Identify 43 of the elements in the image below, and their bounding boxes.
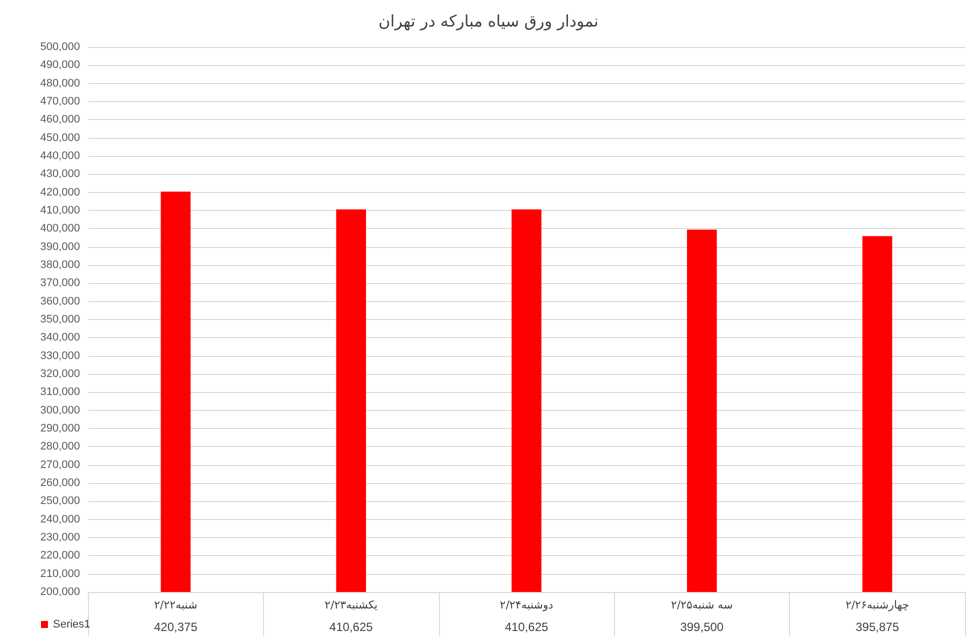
y-tick-label: 230,000 — [40, 532, 80, 544]
x-tick-label: سه شنبه۲/۲۵ — [670, 598, 733, 612]
legend-label: Series1 — [53, 618, 90, 630]
y-tick-label: 220,000 — [40, 550, 80, 562]
y-tick-label: 460,000 — [40, 114, 80, 126]
y-tick-label: 250,000 — [40, 495, 80, 508]
y-tick-label: 490,000 — [40, 59, 80, 72]
y-tick-label: 500,000 — [40, 41, 80, 53]
y-tick-label: 410,000 — [40, 204, 80, 216]
y-tick-label: 200,000 — [40, 586, 80, 598]
y-tick-label: 470,000 — [40, 96, 80, 108]
y-tick-label: 300,000 — [40, 404, 80, 416]
y-tick-label: 320,000 — [40, 368, 80, 380]
y-tick-label: 400,000 — [40, 222, 80, 235]
y-tick-label: 290,000 — [40, 422, 80, 434]
y-tick-label: 390,000 — [40, 240, 80, 253]
y-tick-label: 210,000 — [40, 568, 80, 580]
y-tick-label: 340,000 — [40, 332, 80, 344]
x-tick-label: شنبه۲/۲۲ — [154, 598, 198, 612]
data-label: 399,500 — [680, 620, 724, 634]
x-tick-label: یکشنبه۲/۲۳ — [324, 598, 378, 612]
y-tick-label: 480,000 — [40, 77, 80, 90]
data-label: 420,375 — [154, 620, 198, 634]
y-tick-label: 360,000 — [40, 295, 80, 308]
y-tick-label: 260,000 — [40, 477, 80, 489]
data-label: 410,625 — [504, 620, 549, 634]
y-tick-label: 280,000 — [40, 440, 80, 453]
y-tick-label: 380,000 — [40, 259, 80, 271]
y-tick-label: 450,000 — [40, 132, 80, 144]
y-tick-label: 350,000 — [40, 314, 80, 326]
y-tick-label: 310,000 — [40, 386, 80, 398]
y-tick-label: 270,000 — [40, 458, 80, 471]
data-label: 395,875 — [856, 620, 900, 634]
y-tick-label: 420,000 — [40, 186, 80, 198]
y-tick-label: 240,000 — [40, 513, 80, 526]
data-label: 410,625 — [329, 620, 374, 634]
x-tick-label: چهارشنبه۲/۲۶ — [845, 598, 910, 612]
chart-title: نمودار ورق سیاه مبارکه در تهران — [378, 12, 598, 30]
y-tick-label: 440,000 — [40, 150, 80, 162]
y-tick-label: 370,000 — [40, 277, 80, 290]
y-tick-label: 430,000 — [40, 168, 80, 180]
y-tick-label: 330,000 — [40, 350, 80, 362]
x-tick-label: دوشنبه۲/۲۴ — [500, 598, 554, 612]
